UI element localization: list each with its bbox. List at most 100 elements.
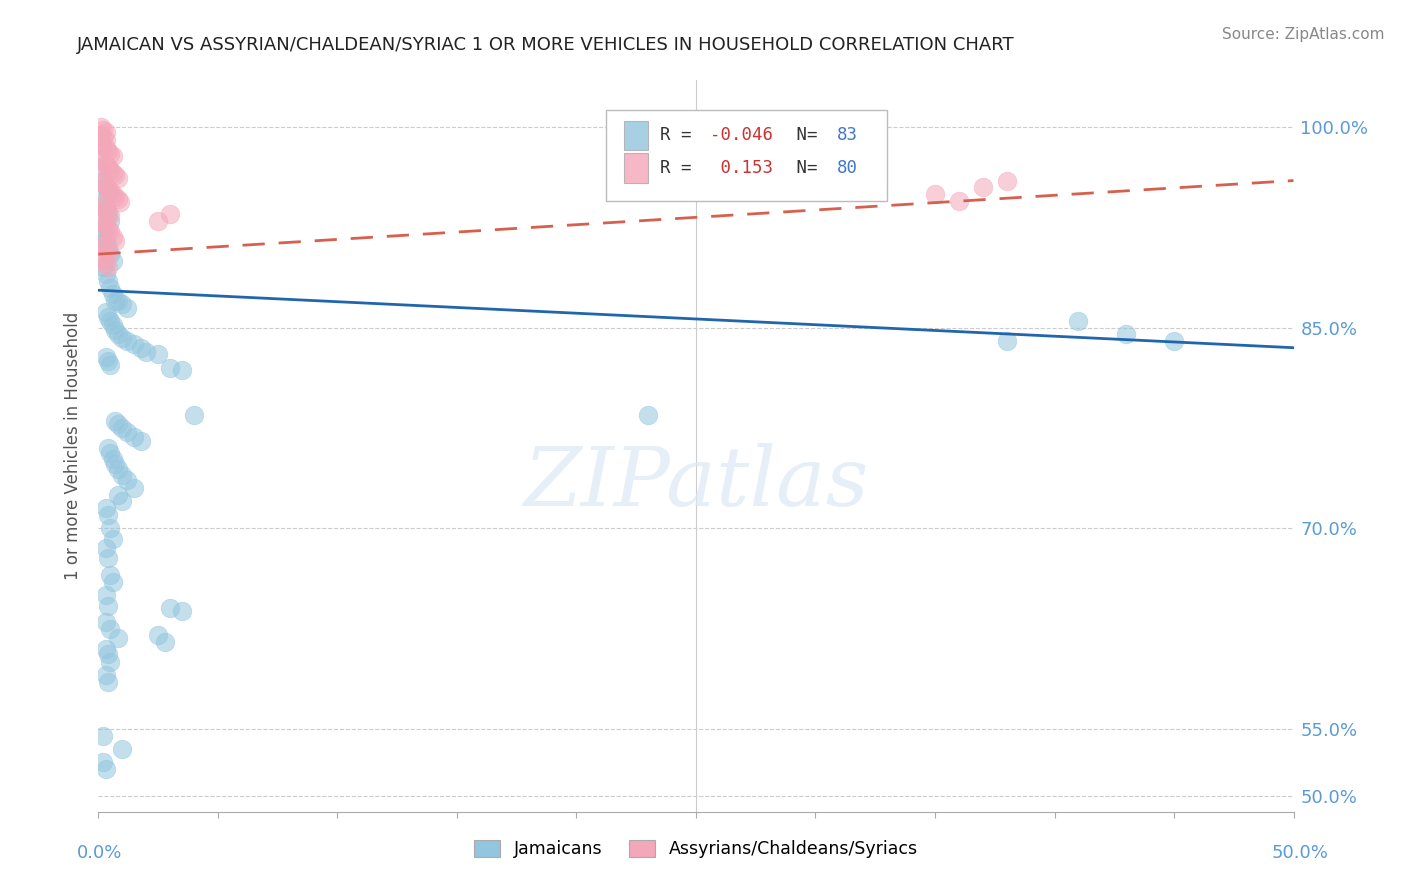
Point — [111, 742, 134, 756]
Point — [104, 168, 127, 182]
Point — [97, 245, 120, 260]
Point — [637, 408, 659, 422]
Point — [91, 240, 114, 254]
Point — [91, 122, 114, 136]
Point — [97, 144, 120, 158]
Point — [1163, 334, 1185, 348]
Point — [101, 318, 124, 332]
Point — [94, 125, 117, 139]
Point — [108, 194, 131, 209]
Point — [107, 631, 129, 645]
Point — [97, 310, 120, 324]
Point — [91, 227, 114, 241]
Point — [94, 157, 117, 171]
Y-axis label: 1 or more Vehicles in Household: 1 or more Vehicles in Household — [65, 312, 83, 580]
Point — [183, 408, 205, 422]
Point — [1067, 314, 1090, 328]
Point — [97, 550, 120, 565]
Point — [131, 434, 153, 449]
Point — [124, 336, 146, 351]
Point — [98, 208, 122, 222]
Point — [97, 599, 120, 613]
Point — [90, 120, 112, 134]
Point — [995, 173, 1018, 187]
Point — [91, 729, 114, 743]
Point — [90, 160, 112, 174]
Point — [101, 229, 124, 244]
Text: R =: R = — [661, 126, 702, 145]
Point — [111, 467, 134, 482]
Point — [97, 240, 120, 254]
Point — [115, 473, 138, 487]
Point — [972, 180, 994, 194]
Point — [97, 274, 120, 288]
Point — [104, 189, 127, 203]
Point — [948, 194, 970, 208]
Point — [104, 323, 127, 337]
Point — [98, 314, 122, 328]
Point — [94, 668, 117, 682]
Legend: Jamaicans, Assyrians/Chaldeans/Syriacs: Jamaicans, Assyrians/Chaldeans/Syriacs — [467, 832, 925, 865]
Point — [131, 341, 153, 355]
Point — [107, 293, 129, 308]
Point — [94, 350, 117, 364]
Point — [91, 756, 114, 770]
Point — [98, 521, 122, 535]
Point — [98, 184, 122, 198]
Point — [94, 180, 117, 194]
Point — [101, 532, 124, 546]
Point — [107, 170, 129, 185]
Text: 50.0%: 50.0% — [1272, 844, 1329, 862]
Point — [94, 256, 117, 270]
Point — [159, 601, 181, 615]
Point — [94, 588, 117, 602]
Point — [91, 138, 114, 153]
Point — [172, 363, 194, 377]
Text: 83: 83 — [837, 126, 858, 145]
Point — [148, 628, 170, 642]
Point — [107, 462, 129, 476]
Text: Source: ZipAtlas.com: Source: ZipAtlas.com — [1222, 27, 1385, 42]
Point — [94, 541, 117, 556]
Point — [97, 647, 120, 661]
Point — [94, 641, 117, 656]
Point — [90, 173, 112, 187]
Point — [98, 568, 122, 582]
Point — [90, 237, 112, 252]
Point — [104, 457, 127, 471]
Point — [104, 414, 127, 428]
Point — [111, 494, 134, 508]
Point — [94, 762, 117, 776]
Point — [91, 260, 114, 275]
Point — [101, 186, 124, 201]
Point — [111, 421, 134, 435]
Point — [104, 293, 127, 308]
Point — [91, 154, 114, 169]
Point — [91, 253, 114, 268]
Point — [98, 146, 122, 161]
Point — [91, 130, 114, 145]
Point — [98, 213, 122, 227]
Bar — [624, 153, 648, 183]
Point — [159, 207, 181, 221]
Point — [159, 360, 181, 375]
Point — [94, 501, 117, 516]
Bar — [624, 120, 648, 150]
Point — [101, 149, 124, 163]
Point — [97, 181, 120, 195]
Point — [98, 622, 122, 636]
Point — [104, 234, 127, 248]
Point — [98, 358, 122, 372]
Point — [101, 451, 124, 466]
Point — [98, 162, 122, 177]
Point — [90, 152, 112, 166]
Point — [135, 344, 157, 359]
Point — [90, 136, 112, 150]
Point — [97, 205, 120, 219]
Point — [115, 425, 138, 439]
Point — [98, 224, 122, 238]
Point — [148, 347, 170, 361]
Point — [94, 304, 117, 318]
Point — [98, 446, 122, 460]
Point — [90, 128, 112, 142]
